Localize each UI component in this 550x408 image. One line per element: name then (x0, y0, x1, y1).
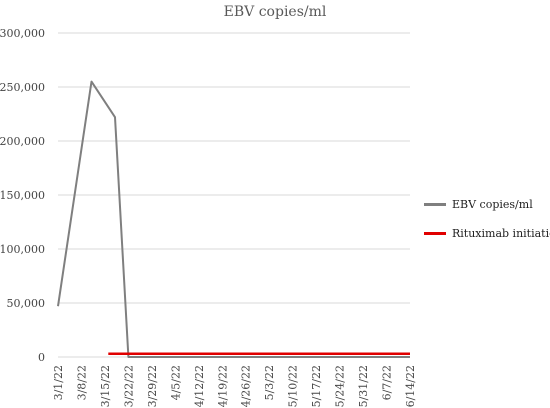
x-tick-label: 5/17/22 (310, 365, 323, 407)
x-tick-label: 5/24/22 (334, 365, 347, 407)
y-tick-label: 50,000 (7, 297, 46, 310)
legend-item-rituximab: Rituximab initiation (424, 226, 550, 240)
legend-swatch-ebv (424, 202, 446, 206)
chart-title: EBV copies/ml (223, 4, 327, 20)
x-tick-label: 4/26/22 (240, 365, 253, 407)
legend-swatch-rituximab (424, 231, 446, 235)
x-tick-label: 3/15/22 (99, 365, 112, 407)
y-tick-label: 150,000 (0, 189, 45, 202)
x-tick-label: 4/19/22 (216, 365, 229, 407)
x-tick-label: 3/1/22 (52, 365, 65, 400)
x-tick-label: 6/7/22 (381, 365, 394, 400)
legend-label-rituximab: Rituximab initiation (452, 226, 550, 240)
x-tick-label: 4/5/22 (169, 365, 182, 400)
y-tick-label: 100,000 (0, 243, 45, 256)
x-tick-label: 5/3/22 (263, 365, 276, 400)
y-tick-label: 0 (38, 351, 45, 364)
x-tick-label: 4/12/22 (193, 365, 206, 407)
legend-item-ebv: EBV copies/ml (424, 197, 550, 211)
series-line-ebv (57, 80, 410, 358)
x-tick-label: 5/10/22 (287, 365, 300, 407)
x-tick-label: 5/31/22 (357, 365, 370, 407)
x-tick-label: 3/29/22 (146, 365, 159, 407)
y-tick-label: 250,000 (0, 81, 45, 94)
x-tick-label: 6/14/22 (404, 365, 417, 407)
legend: EBV copies/ml Rituximab initiation (424, 197, 550, 255)
legend-label-ebv: EBV copies/ml (452, 197, 533, 211)
y-tick-label: 300,000 (0, 27, 45, 40)
y-tick-label: 200,000 (0, 135, 45, 148)
x-tick-label: 3/22/22 (122, 365, 135, 407)
x-tick-label: 3/8/22 (75, 365, 88, 400)
